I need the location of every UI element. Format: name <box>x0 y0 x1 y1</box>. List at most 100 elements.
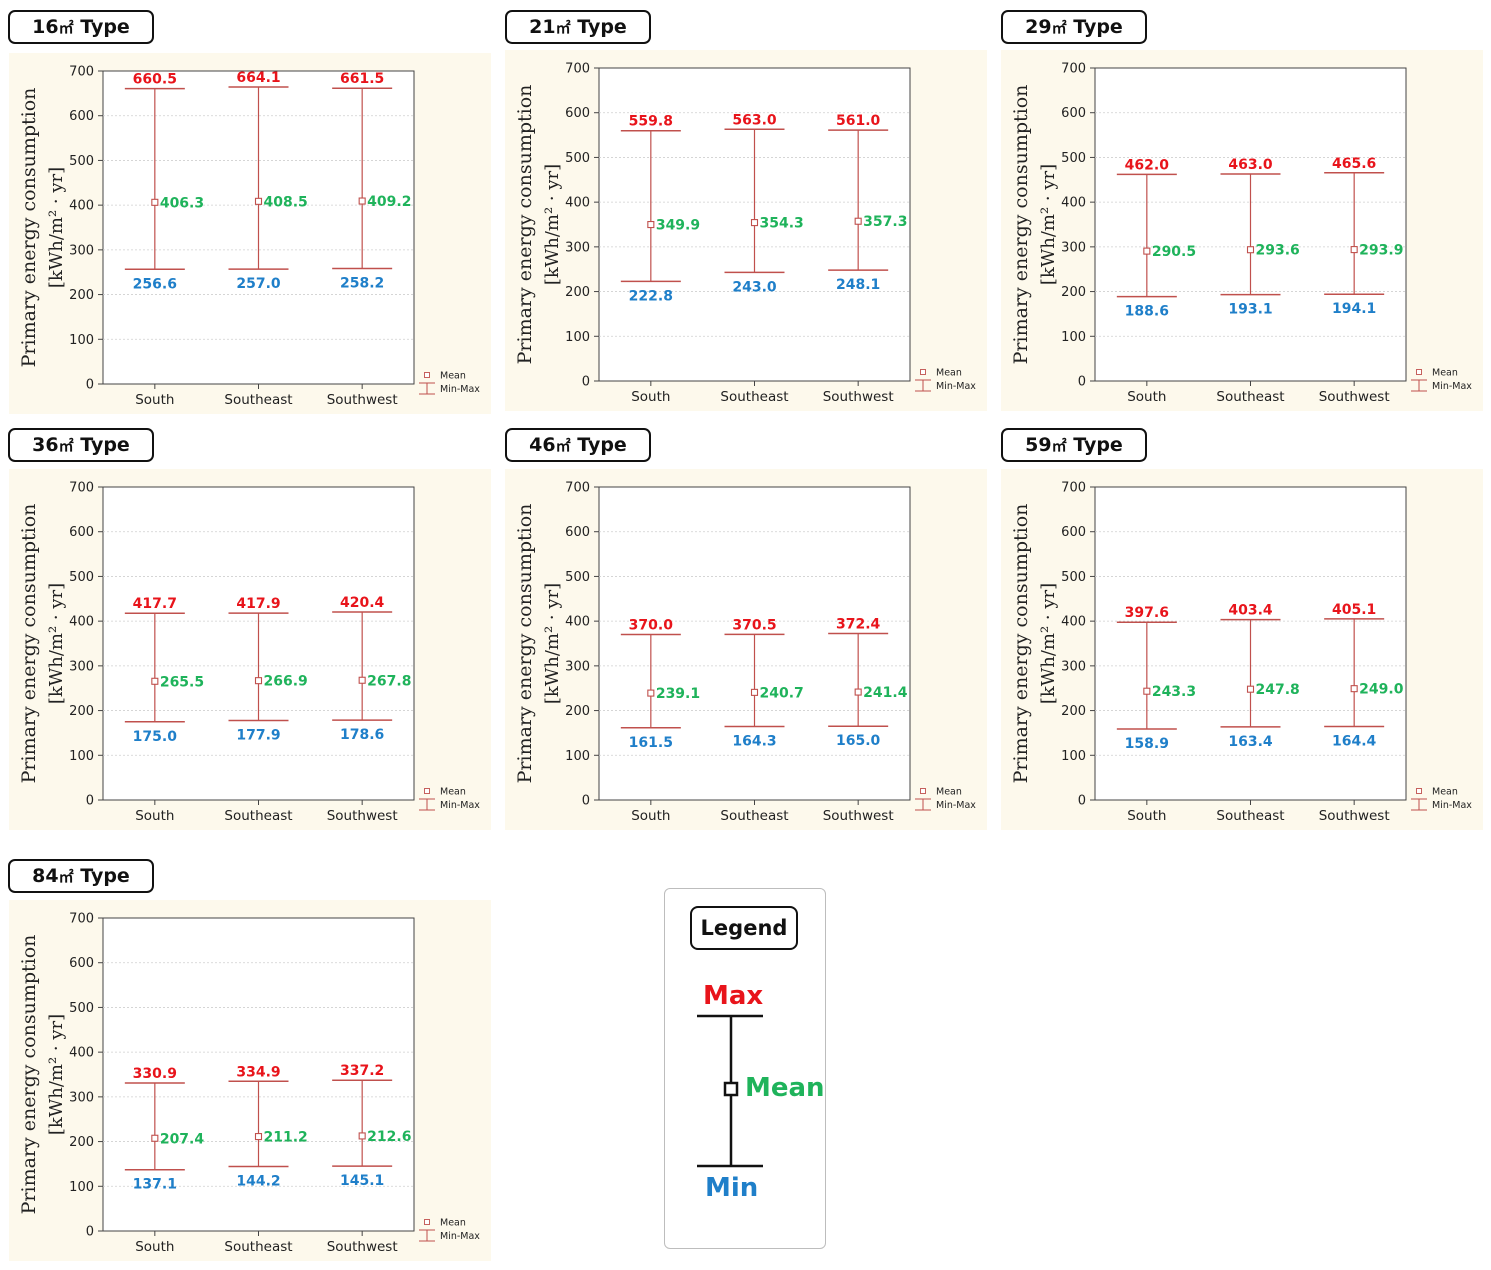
y-tick-label: 300 <box>69 243 94 258</box>
y-axis-label-group: Primary energy consumption [kWh/m² · yr] <box>514 85 563 365</box>
mean-label: 241.4 <box>863 685 908 701</box>
legend-mean-label: Mean <box>936 368 962 379</box>
x-tick-label: Southeast <box>224 392 292 408</box>
x-tick-label: Southwest <box>1319 808 1390 824</box>
max-label: 372.4 <box>836 616 881 632</box>
min-label: 222.8 <box>629 288 673 304</box>
x-tick-label: South <box>1127 808 1166 824</box>
type-title-unit: ㎡ <box>1051 18 1067 37</box>
min-label: 193.1 <box>1228 302 1272 318</box>
legend-minmax-label: Min-Max <box>440 384 480 395</box>
y-tick-label: 100 <box>565 749 590 764</box>
min-label: 258.2 <box>340 276 384 292</box>
legend-mean-marker <box>1416 788 1422 794</box>
mean-marker <box>358 1132 366 1140</box>
type-title-unit: ㎡ <box>555 18 571 37</box>
y-tick-label: 200 <box>1061 704 1086 719</box>
type-title-suffix: Type <box>73 16 130 38</box>
y-tick-label: 700 <box>69 481 94 496</box>
max-label: 405.1 <box>1332 602 1376 618</box>
max-label: 420.4 <box>340 595 385 611</box>
mean-marker <box>750 688 759 696</box>
min-label: 145.1 <box>340 1173 384 1189</box>
y-tick-label: 200 <box>565 704 590 719</box>
mean-label: 349.9 <box>656 218 700 234</box>
y-axis-unit: [kWh/m² · yr] <box>542 583 563 704</box>
mean-marker <box>254 677 263 685</box>
min-label: 161.5 <box>629 735 673 751</box>
mean-marker <box>854 217 862 225</box>
type-title-area: 59 <box>1025 434 1052 456</box>
min-label: 144.2 <box>236 1174 280 1190</box>
mean-marker <box>1246 685 1255 693</box>
y-tick-label: 500 <box>565 151 590 166</box>
legend-mean-marker <box>1416 369 1422 375</box>
mean-label: 357.3 <box>863 214 907 230</box>
y-tick-label: 700 <box>1061 481 1086 496</box>
y-tick-label: 200 <box>69 704 94 719</box>
y-tick-label: 600 <box>69 109 94 124</box>
legend-mean-label: Mean <box>1432 368 1458 379</box>
y-tick-label: 200 <box>565 285 590 300</box>
y-tick-label: 100 <box>69 333 94 348</box>
min-label: 158.9 <box>1125 736 1169 752</box>
legend-card: Legend Max Mean Min <box>664 888 826 1249</box>
type-title-area: 84 <box>32 865 59 887</box>
type-title-area: 21 <box>529 16 556 38</box>
x-tick-label: South <box>631 808 670 824</box>
max-label: 397.6 <box>1125 605 1169 621</box>
y-axis-label-group: Primary energy consumption [kWh/m² · yr] <box>514 504 563 784</box>
x-tick-label: Southwest <box>327 1239 398 1255</box>
y-tick-label: 200 <box>69 288 94 303</box>
chart-type-title: 36 ㎡ Type <box>8 428 154 462</box>
y-tick-label: 500 <box>69 570 94 585</box>
chart-panel: 0 100 200 300 400 500 600 700 Primary energy con… <box>9 469 491 830</box>
y-tick-label: 300 <box>69 1090 94 1105</box>
y-tick-label: 100 <box>565 330 590 345</box>
y-axis-unit: [kWh/m² · yr] <box>46 167 67 288</box>
min-label: 178.6 <box>340 727 384 743</box>
legend-card-min-label: Min <box>705 1173 759 1203</box>
y-axis-label-group: Primary energy consumption [kWh/m² · yr] <box>1010 85 1059 365</box>
type-title-suffix: Type <box>1066 434 1123 456</box>
legend-minmax-label: Min-Max <box>1432 800 1472 811</box>
mean-label: 249.0 <box>1359 682 1404 698</box>
chart-type-title: 46 ㎡ Type <box>505 428 651 462</box>
y-axis-unit: [kWh/m² · yr] <box>1038 164 1059 285</box>
y-axis-label: Primary energy consumption <box>18 88 40 368</box>
y-tick-label: 500 <box>1061 570 1086 585</box>
legend-card-max-label: Max <box>703 981 764 1011</box>
legend-minmax-label: Min-Max <box>1432 381 1472 392</box>
chart-panel: 0 100 200 300 400 500 600 700 Primary energy con… <box>505 469 987 830</box>
max-label: 463.0 <box>1228 157 1273 173</box>
x-tick-label: South <box>135 392 174 408</box>
y-axis-unit: [kWh/m² · yr] <box>542 164 563 285</box>
x-tick-label: Southeast <box>1216 808 1284 824</box>
max-label: 417.7 <box>133 596 177 612</box>
mean-label: 247.8 <box>1256 682 1300 698</box>
legend-minmax-label: Min-Max <box>936 800 976 811</box>
max-label: 370.0 <box>629 618 674 634</box>
legend-mean-marker <box>424 788 430 794</box>
x-tick-label: Southwest <box>823 808 894 824</box>
y-tick-label: 400 <box>69 199 94 214</box>
max-label: 559.8 <box>629 114 673 130</box>
legend-mean-label: Mean <box>440 787 466 798</box>
y-axis-label: Primary energy consumption <box>1010 85 1032 365</box>
min-label: 257.0 <box>236 276 281 292</box>
y-tick-label: 200 <box>69 1135 94 1150</box>
type-title-area: 46 <box>529 434 556 456</box>
x-tick-label: Southwest <box>327 808 398 824</box>
y-tick-label: 600 <box>565 106 590 121</box>
type-title-unit: ㎡ <box>58 867 74 886</box>
y-axis-unit: [kWh/m² · yr] <box>46 583 67 704</box>
mean-label: 408.5 <box>264 194 308 210</box>
x-tick-label: Southeast <box>224 808 292 824</box>
type-title-area: 36 <box>32 434 59 456</box>
legend-minmax-label: Min-Max <box>440 1231 480 1242</box>
legend-mean-marker <box>920 788 926 794</box>
y-tick-label: 300 <box>565 240 590 255</box>
max-label: 337.2 <box>340 1063 384 1079</box>
